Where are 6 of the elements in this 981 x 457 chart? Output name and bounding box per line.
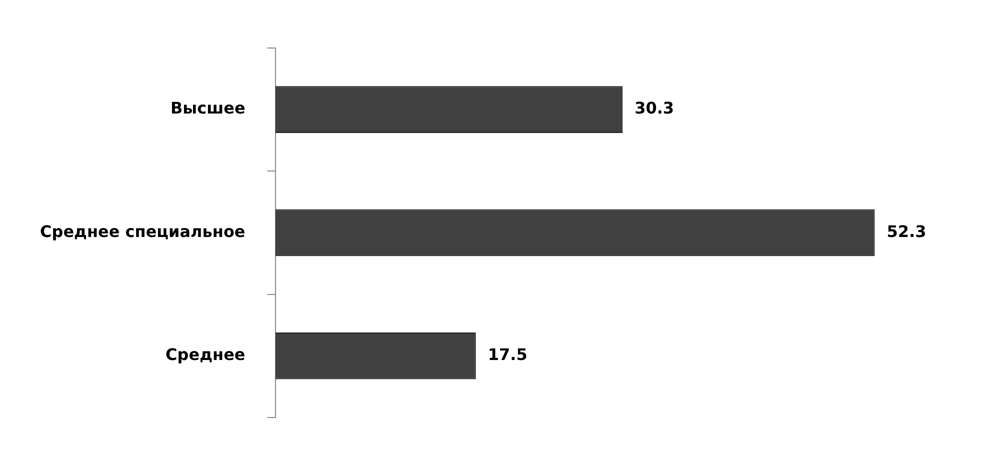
y-tick-label: Среднее [166,344,246,364]
y-tick-label: Высшее [170,98,246,118]
data-label: 30.3 [634,98,674,118]
data-label: 52.3 [886,222,926,241]
y-tick-label: Среднее специальное [40,222,246,241]
data-label: 17.5 [488,344,528,364]
